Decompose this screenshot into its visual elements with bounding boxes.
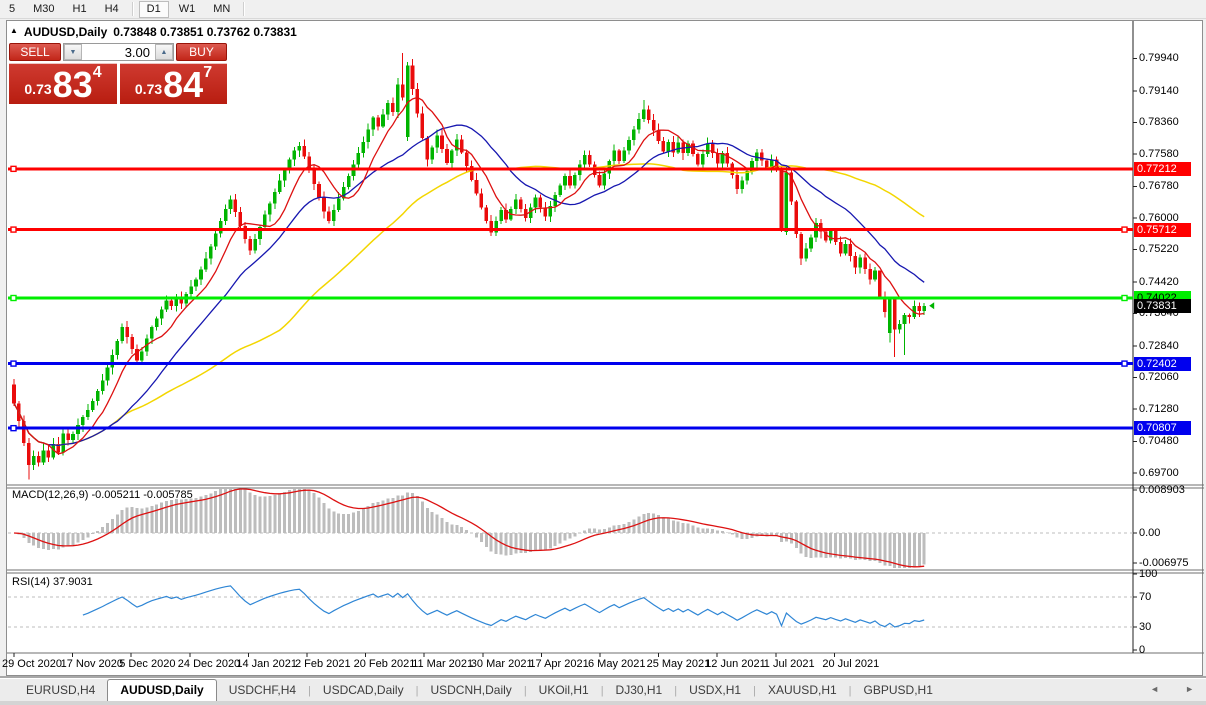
tab-scroll-left-icon[interactable]: ◄	[1150, 684, 1160, 694]
one-click-trade-panel: SELL ▼ 3.00 ▲ BUY 0.73 83 4 0.73 84 7	[9, 43, 227, 104]
tab-separator: |	[523, 685, 527, 697]
tab-xauusd-h1[interactable]: XAUUSD,H1	[767, 683, 837, 697]
timeframe-button-d1[interactable]: D1	[138, 0, 169, 18]
timeframe-button-m30[interactable]: M30	[33, 2, 55, 15]
tab-usdcad-daily[interactable]: USDCAD,Daily	[322, 683, 404, 697]
timeframe-toolbar: 5 M30 H1 H4 D1 W1 MN	[0, 0, 1206, 19]
tab-scroll-right-icon[interactable]: ►	[1185, 684, 1194, 694]
tabbar-divider	[0, 676, 1206, 679]
chart-window	[6, 20, 1203, 676]
tab-separator: |	[415, 685, 419, 697]
sell-button[interactable]: SELL	[9, 43, 61, 61]
tab-separator: |	[600, 685, 604, 697]
timeframe-button-h1[interactable]: H1	[72, 2, 87, 15]
volume-input[interactable]: 3.00	[124, 44, 150, 60]
sell-price-pip: 4	[92, 64, 102, 81]
rsi-indicator-label: RSI(14) 37.9031	[12, 576, 93, 588]
buy-price-prefix: 0.73	[134, 81, 163, 97]
tab-gbpusd-h1[interactable]: GBPUSD,H1	[863, 683, 933, 697]
buy-price-pip: 7	[203, 64, 213, 81]
toolbar-separator	[131, 2, 134, 16]
buy-price-display[interactable]: 0.73 84 7	[120, 63, 227, 104]
tab-separator: |	[674, 685, 678, 697]
buy-button[interactable]: BUY	[176, 43, 227, 61]
chart-ohlc-values: 0.73848 0.73851 0.73762 0.73831	[113, 24, 297, 39]
volume-increase-button[interactable]: ▲	[155, 44, 173, 60]
sell-price-big: 83	[52, 64, 93, 105]
sell-price-prefix: 0.73	[24, 81, 52, 97]
sell-price-display[interactable]: 0.73 83 4	[9, 63, 117, 104]
timeframe-button-5[interactable]: 5	[9, 2, 16, 15]
tab-scroll-arrows: ◄ ►	[1150, 684, 1194, 694]
volume-decrease-button[interactable]: ▼	[64, 44, 82, 60]
tab-separator: |	[308, 685, 311, 697]
tab-separator: |	[848, 685, 852, 697]
window-collapse-icon[interactable]: ▲	[10, 26, 18, 35]
window-bottom-edge	[0, 701, 1206, 705]
volume-stepper: ▼ 3.00 ▲	[63, 43, 174, 61]
tab-usdcnh-daily[interactable]: USDCNH,Daily	[430, 683, 512, 697]
macd-indicator-label: MACD(12,26,9) -0.005211 -0.005785	[12, 489, 193, 501]
tab-dj30-h1[interactable]: DJ30,H1	[615, 683, 663, 697]
timeframe-button-mn[interactable]: MN	[213, 2, 231, 15]
timeframe-button-w1[interactable]: W1	[178, 2, 196, 15]
tab-usdchf-h4[interactable]: USDCHF,H4	[228, 683, 297, 697]
buy-price-big: 84	[163, 64, 204, 105]
chart-symbol-label: AUDUSD,Daily	[23, 24, 108, 39]
chart-tab-bar: EURUSD,H4 AUDUSD,Daily USDCHF,H4 | USDCAD,Da…	[0, 679, 1206, 701]
tab-ukoil-h1[interactable]: UKOil,H1	[538, 683, 589, 697]
chart-title: ▲ AUDUSD,Daily 0.73848 0.73851 0.73762 0…	[10, 24, 297, 39]
tab-eurusd-h4[interactable]: EURUSD,H4	[26, 683, 96, 697]
tab-separator: |	[753, 685, 756, 697]
toolbar-separator	[243, 2, 246, 16]
timeframe-button-h4[interactable]: H4	[104, 2, 119, 15]
tab-audusd-daily[interactable]: AUDUSD,Daily	[107, 679, 217, 701]
tab-usdx-h1[interactable]: USDX,H1	[689, 683, 742, 697]
